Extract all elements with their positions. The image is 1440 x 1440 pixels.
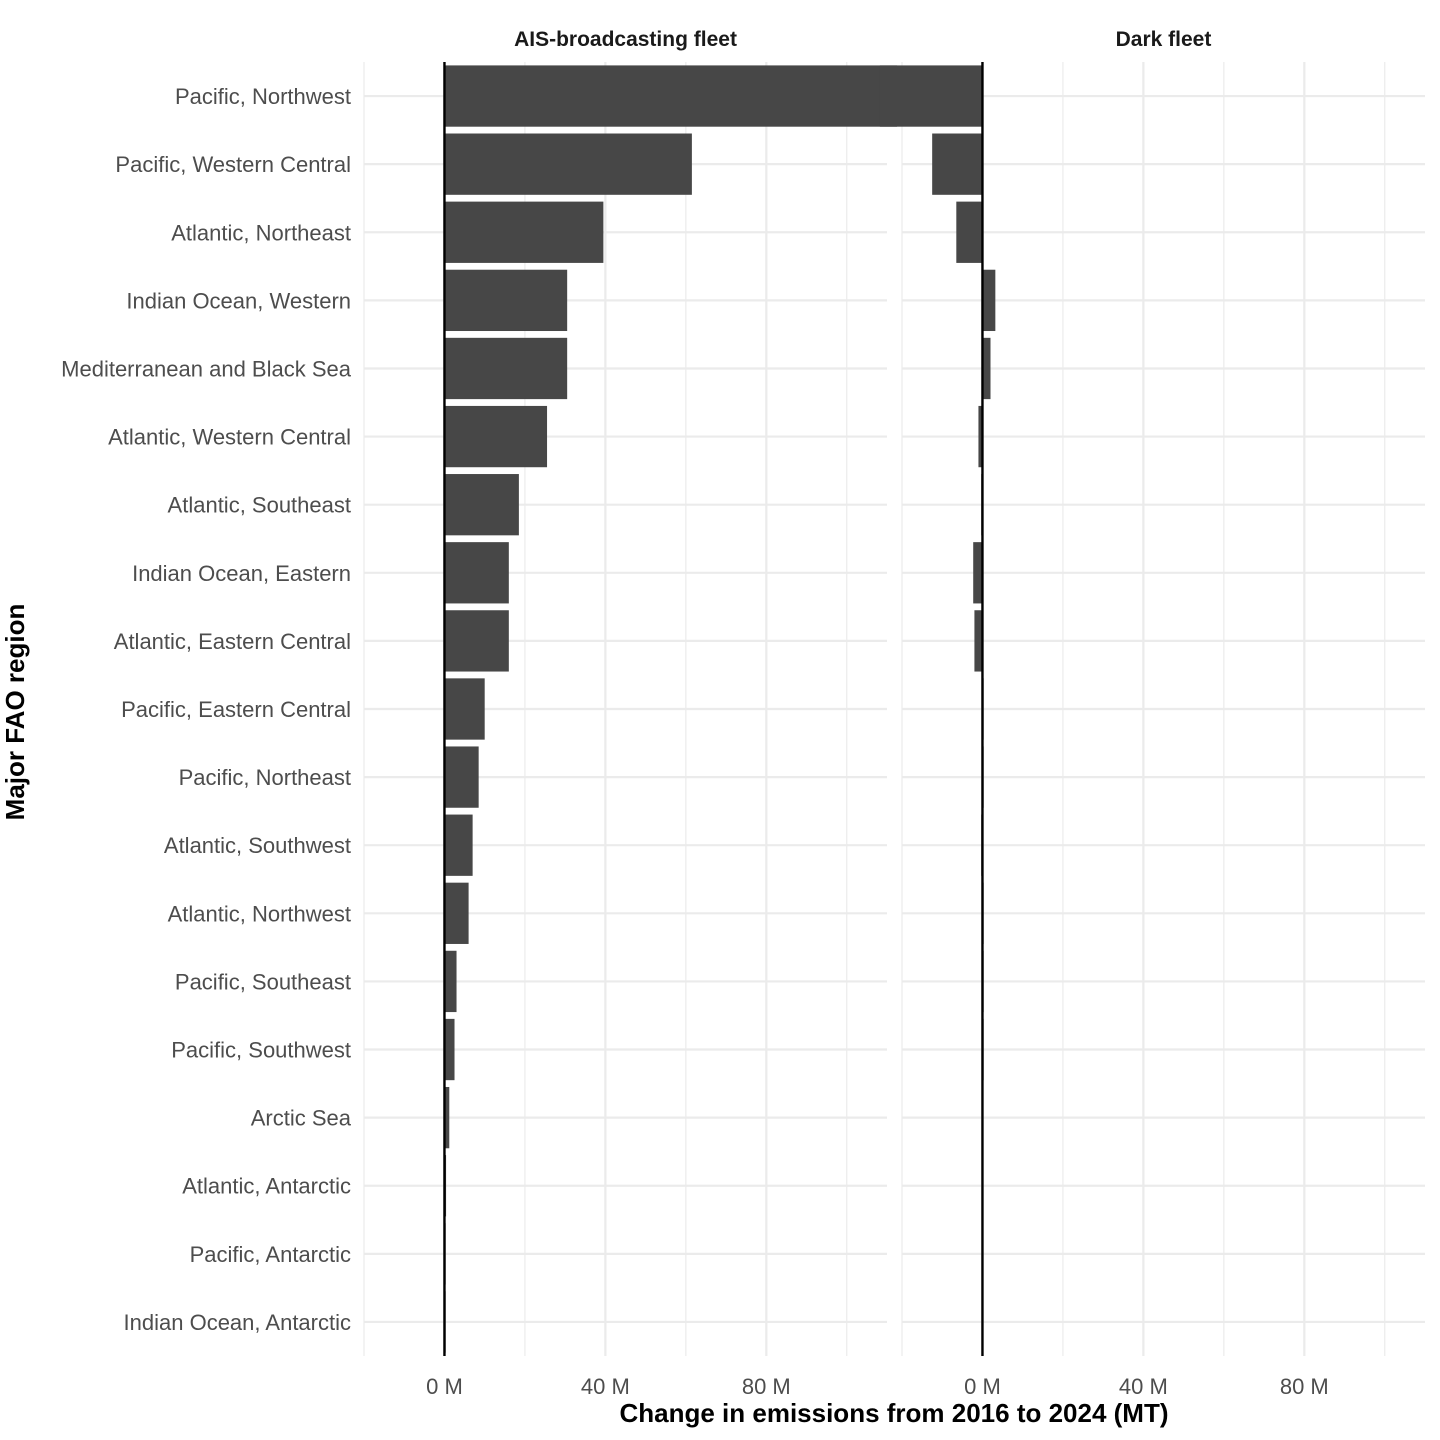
y-tick-label: Arctic Sea bbox=[251, 1106, 352, 1131]
bar bbox=[444, 133, 692, 195]
y-tick-label: Atlantic, Eastern Central bbox=[114, 629, 351, 654]
bar bbox=[444, 678, 485, 740]
y-tick-label: Pacific, Northwest bbox=[175, 84, 351, 109]
chart-panels: 0 M 40 M 80 M AIS-broadcasting fleet 0 M 40 M… bbox=[363, 28, 1425, 1399]
x-tick-label: 0 M bbox=[426, 1374, 463, 1399]
x-tick-label: 40 M bbox=[1119, 1374, 1168, 1399]
y-tick-label: Atlantic, Northeast bbox=[171, 220, 351, 245]
y-tick-label: Atlantic, Southwest bbox=[164, 833, 351, 858]
bar bbox=[444, 405, 548, 468]
x-tick-label: 80 M bbox=[1280, 1374, 1329, 1399]
bar bbox=[974, 610, 983, 672]
bar bbox=[978, 405, 983, 468]
bar bbox=[444, 882, 469, 944]
x-tick-label: 0 M bbox=[964, 1374, 1001, 1399]
x-tick-label: 80 M bbox=[742, 1374, 791, 1399]
bar bbox=[982, 269, 996, 332]
bar bbox=[444, 950, 457, 1013]
y-tick-label: Indian Ocean, Eastern bbox=[132, 561, 351, 586]
y-tick-label: Pacific, Southwest bbox=[171, 1038, 351, 1063]
y-tick-label: Indian Ocean, Western bbox=[126, 288, 351, 313]
y-tick-label: Pacific, Western Central bbox=[115, 152, 351, 177]
y-tick-label: Atlantic, Western Central bbox=[108, 425, 351, 450]
x-tick-label: 40 M bbox=[581, 1374, 630, 1399]
bar bbox=[444, 474, 519, 536]
bar bbox=[444, 65, 898, 127]
bar bbox=[973, 542, 983, 604]
bar bbox=[444, 201, 604, 263]
bar bbox=[982, 337, 991, 400]
panel-dark-fleet: 0 M 40 M 80 M Dark fleet bbox=[879, 28, 1425, 1399]
y-tick-label: Pacific, Eastern Central bbox=[121, 697, 351, 722]
y-tick-label: Indian Ocean, Antarctic bbox=[124, 1310, 351, 1335]
facet-strip-label: AIS-broadcasting fleet bbox=[514, 28, 737, 51]
bar bbox=[444, 542, 509, 604]
bar bbox=[444, 746, 479, 808]
bar bbox=[444, 269, 568, 332]
y-tick-label: Pacific, Southeast bbox=[175, 969, 351, 994]
y-axis-title: Major FAO region bbox=[0, 604, 30, 821]
bar bbox=[956, 201, 983, 263]
y-tick-label: Mediterranean and Black Sea bbox=[61, 356, 352, 381]
y-tick-label: Atlantic, Northwest bbox=[168, 901, 351, 926]
y-axis-category-labels: Pacific, Northwest Pacific, Western Centr… bbox=[61, 84, 352, 1335]
bar bbox=[444, 814, 473, 876]
bar bbox=[444, 1018, 455, 1081]
bar bbox=[444, 337, 568, 400]
bar bbox=[932, 133, 983, 195]
y-tick-label: Atlantic, Antarctic bbox=[182, 1174, 351, 1199]
bar bbox=[444, 1086, 450, 1149]
facet-strip-label: Dark fleet bbox=[1116, 28, 1212, 51]
x-axis-title: Change in emissions from 2016 to 2024 (M… bbox=[619, 1398, 1168, 1428]
y-tick-label: Pacific, Northeast bbox=[179, 765, 351, 790]
y-tick-label: Pacific, Antarctic bbox=[190, 1242, 351, 1267]
y-tick-label: Atlantic, Southeast bbox=[168, 493, 351, 518]
panel-ais-broadcasting-fleet: 0 M 40 M 80 M AIS-broadcasting fleet bbox=[363, 28, 898, 1399]
bar bbox=[444, 610, 509, 672]
bar bbox=[879, 65, 983, 127]
